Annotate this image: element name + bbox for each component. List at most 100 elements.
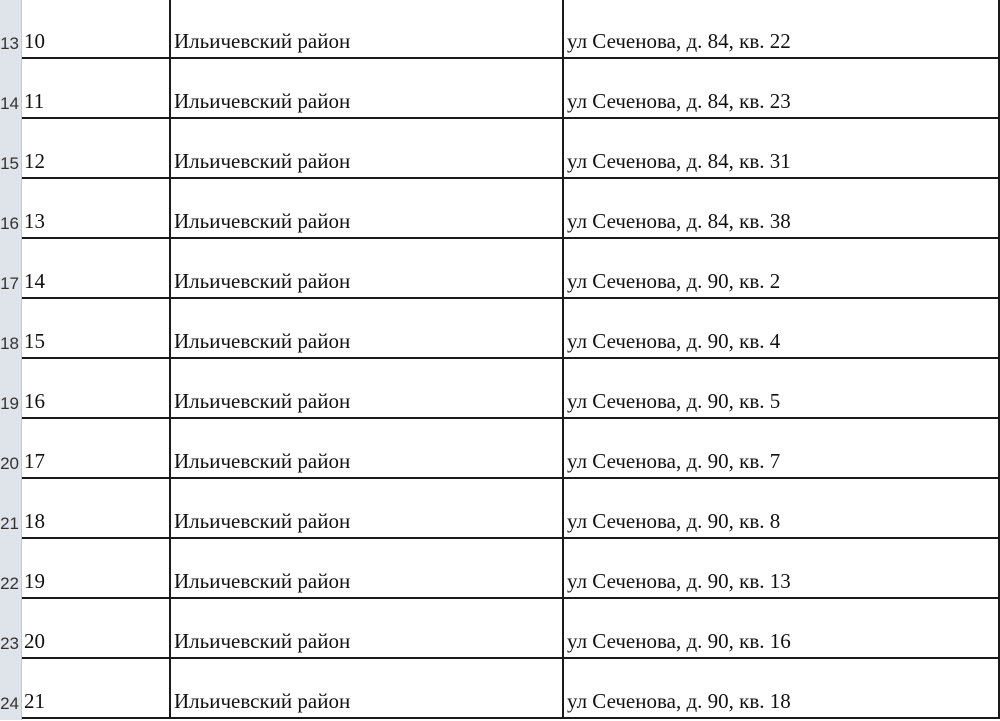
cell-number[interactable]: 14	[21, 239, 171, 299]
table-row: 22 19 Ильичевский район ул Сеченова, д. 90,…	[0, 539, 1000, 600]
cell-address[interactable]: ул Сеченова, д. 90, кв. 13	[564, 539, 1000, 599]
row-header[interactable]: 19	[0, 359, 22, 420]
cell-text: ул Сеченова, д. 84, кв. 23	[567, 89, 791, 113]
cell-address[interactable]: ул Сеченова, д. 90, кв. 18	[564, 659, 1000, 719]
row-number: 23	[0, 634, 19, 653]
cell-text: ул Сеченова, д. 90, кв. 5	[567, 389, 781, 413]
cell-address[interactable]: ул Сеченова, д. 90, кв. 2	[564, 239, 1000, 299]
cell-address[interactable]: ул Сеченова, д. 84, кв. 22	[564, 0, 1000, 59]
row-header[interactable]: 18	[0, 299, 22, 360]
cell-text: ул Сеченова, д. 90, кв. 16	[567, 629, 791, 653]
cell-address[interactable]: ул Сеченова, д. 90, кв. 4	[564, 299, 1000, 359]
cell-address[interactable]: ул Сеченова, д. 90, кв. 8	[564, 479, 1000, 539]
cell-text: Ильичевский район	[174, 269, 351, 293]
row-header[interactable]: 15	[0, 119, 22, 180]
cell-number[interactable]: 16	[21, 359, 171, 419]
cell-number[interactable]: 11	[21, 59, 171, 119]
table-row: 16 13 Ильичевский район ул Сеченова, д. 84,…	[0, 179, 1000, 240]
cell-text: ул Сеченова, д. 84, кв. 22	[567, 29, 791, 53]
cell-district[interactable]: Ильичевский район	[171, 599, 564, 659]
table-row: 21 18 Ильичевский район ул Сеченова, д. 90,…	[0, 479, 1000, 540]
cell-text: 21	[24, 689, 45, 713]
cell-address[interactable]: ул Сеченова, д. 90, кв. 16	[564, 599, 1000, 659]
cell-district[interactable]: Ильичевский район	[171, 179, 564, 239]
row-number: 19	[0, 394, 19, 413]
cell-address[interactable]: ул Сеченова, д. 90, кв. 5	[564, 359, 1000, 419]
cell-text: ул Сеченова, д. 84, кв. 38	[567, 209, 791, 233]
cell-address[interactable]: ул Сеченова, д. 84, кв. 38	[564, 179, 1000, 239]
cell-district[interactable]: Ильичевский район	[171, 539, 564, 599]
row-header[interactable]: 16	[0, 179, 22, 240]
cell-text: Ильичевский район	[174, 689, 351, 713]
cell-district[interactable]: Ильичевский район	[171, 419, 564, 479]
cell-district[interactable]: Ильичевский район	[171, 0, 564, 59]
row-header[interactable]: 20	[0, 419, 22, 480]
cell-district[interactable]: Ильичевский район	[171, 239, 564, 299]
cell-number[interactable]: 10	[21, 0, 171, 59]
row-header[interactable]: 24	[0, 659, 22, 720]
cell-district[interactable]: Ильичевский район	[171, 299, 564, 359]
cell-text: 12	[24, 149, 45, 173]
row-header[interactable]: 17	[0, 239, 22, 300]
row-number: 13	[0, 34, 19, 53]
cell-text: 10	[24, 29, 45, 53]
cell-text: 17	[24, 449, 45, 473]
cell-address[interactable]: ул Сеченова, д. 84, кв. 23	[564, 59, 1000, 119]
row-header[interactable]: 21	[0, 479, 22, 540]
cell-number[interactable]: 18	[21, 479, 171, 539]
cell-district[interactable]: Ильичевский район	[171, 359, 564, 419]
cell-number[interactable]: 17	[21, 419, 171, 479]
cell-text: ул Сеченова, д. 90, кв. 18	[567, 689, 791, 713]
cell-district[interactable]: Ильичевский район	[171, 479, 564, 539]
row-number: 15	[0, 154, 19, 173]
row-header[interactable]: 22	[0, 539, 22, 600]
cell-text: ул Сеченова, д. 90, кв. 8	[567, 509, 781, 533]
cell-text: 14	[24, 269, 45, 293]
cell-text: Ильичевский район	[174, 149, 351, 173]
table-row: 20 17 Ильичевский район ул Сеченова, д. 90,…	[0, 419, 1000, 480]
cell-text: 19	[24, 569, 45, 593]
cell-text: 18	[24, 509, 45, 533]
table-row: 17 14 Ильичевский район ул Сеченова, д. 90,…	[0, 239, 1000, 300]
row-number: 16	[0, 214, 19, 233]
cell-address[interactable]: ул Сеченова, д. 90, кв. 7	[564, 419, 1000, 479]
cell-district[interactable]: Ильичевский район	[171, 659, 564, 719]
cell-number[interactable]: 12	[21, 119, 171, 179]
row-number: 14	[0, 94, 19, 113]
cell-text: ул Сеченова, д. 90, кв. 7	[567, 449, 781, 473]
cell-number[interactable]: 13	[21, 179, 171, 239]
table-row: 15 12 Ильичевский район ул Сеченова, д. 84,…	[0, 119, 1000, 180]
row-number: 24	[0, 694, 19, 713]
cell-text: ул Сеченова, д. 90, кв. 4	[567, 329, 781, 353]
row-number: 22	[0, 574, 19, 593]
cell-text: 15	[24, 329, 45, 353]
cell-number[interactable]: 21	[21, 659, 171, 719]
table-row: 13 10 Ильичевский район ул Сеченова, д. 84,…	[0, 0, 1000, 60]
cell-district[interactable]: Ильичевский район	[171, 59, 564, 119]
cell-text: 11	[24, 89, 45, 113]
cell-text: Ильичевский район	[174, 629, 351, 653]
cell-address[interactable]: ул Сеченова, д. 84, кв. 31	[564, 119, 1000, 179]
row-header[interactable]: 14	[0, 59, 22, 120]
row-number: 20	[0, 454, 19, 473]
table-row: 19 16 Ильичевский район ул Сеченова, д. 90,…	[0, 359, 1000, 420]
cell-number[interactable]: 19	[21, 539, 171, 599]
table-row: 24 21 Ильичевский район ул Сеченова, д. 90,…	[0, 659, 1000, 720]
cell-number[interactable]: 20	[21, 599, 171, 659]
row-number: 18	[0, 334, 19, 353]
cell-text: Ильичевский район	[174, 509, 351, 533]
row-number: 21	[0, 514, 19, 533]
cell-text: Ильичевский район	[174, 569, 351, 593]
cell-text: Ильичевский район	[174, 329, 351, 353]
cell-text: Ильичевский район	[174, 89, 351, 113]
row-header[interactable]: 23	[0, 599, 22, 660]
cell-text: ул Сеченова, д. 90, кв. 2	[567, 269, 781, 293]
row-header[interactable]: 13	[0, 0, 22, 60]
row-number: 17	[0, 274, 19, 293]
cell-text: 13	[24, 209, 45, 233]
table-row: 18 15 Ильичевский район ул Сеченова, д. 90,…	[0, 299, 1000, 360]
cell-text: ул Сеченова, д. 90, кв. 13	[567, 569, 791, 593]
cell-number[interactable]: 15	[21, 299, 171, 359]
cell-district[interactable]: Ильичевский район	[171, 119, 564, 179]
